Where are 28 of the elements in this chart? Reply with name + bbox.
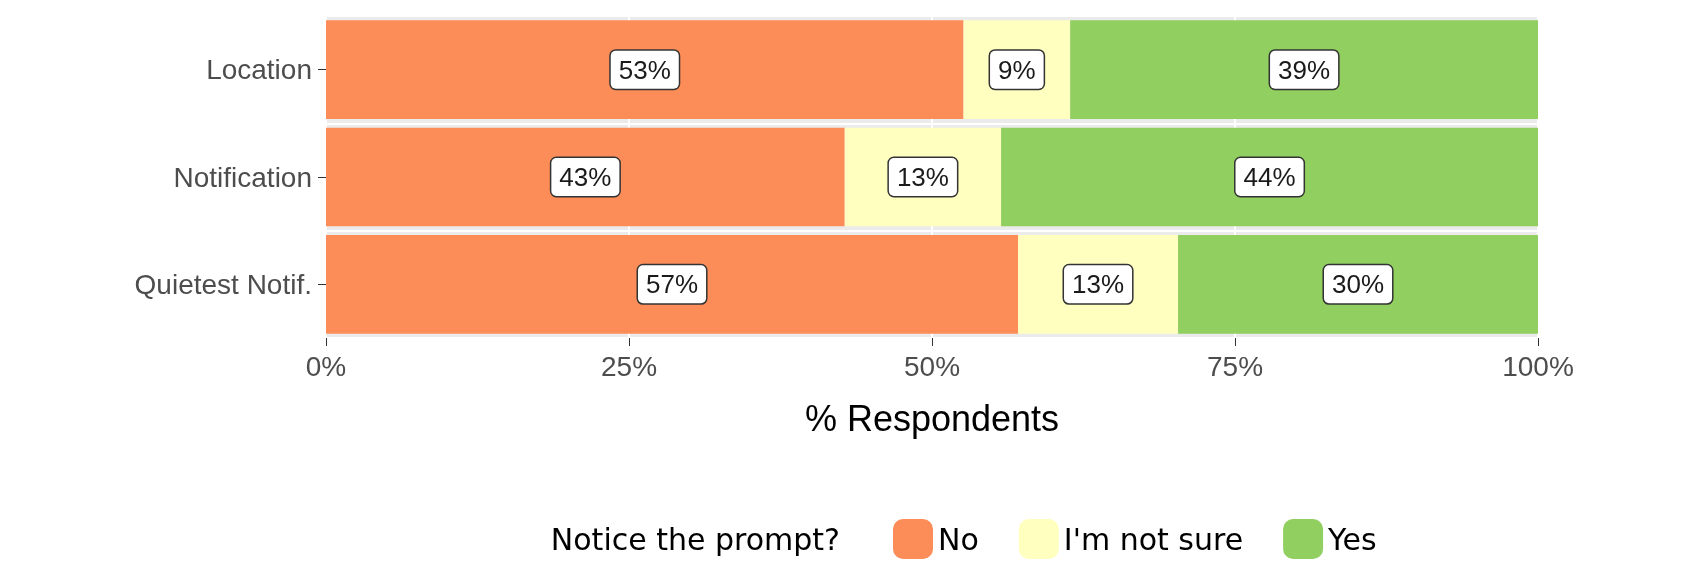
x-tick-label: 75% xyxy=(1206,350,1264,382)
data-label: 9% xyxy=(998,54,1036,85)
data-label: 13% xyxy=(1072,269,1125,300)
bar xyxy=(1178,234,1538,334)
legend-label: Yes xyxy=(1327,521,1377,557)
data-label: 39% xyxy=(1278,54,1331,85)
legend-label: No xyxy=(938,521,979,557)
bar xyxy=(326,234,1019,334)
data-label: 43% xyxy=(559,162,612,192)
x-axis-title: % Respondents xyxy=(804,397,1060,439)
data-label: 13% xyxy=(896,162,949,192)
data-label: 53% xyxy=(618,54,671,85)
data-label: 57% xyxy=(646,269,699,300)
y-tick-label: Notification xyxy=(173,161,312,193)
y-tick-label: Quietest Notif. xyxy=(134,268,312,300)
bar xyxy=(326,20,964,120)
bar xyxy=(1001,127,1538,227)
data-label: 44% xyxy=(1243,162,1296,192)
x-tick-label: 0% xyxy=(305,350,347,382)
legend-label: I'm not sure xyxy=(1063,521,1244,557)
x-tick-label: 100% xyxy=(1502,350,1574,382)
data-label: 30% xyxy=(1331,269,1385,300)
legend-title: Notice the prompt? xyxy=(550,521,841,557)
bar xyxy=(326,127,845,227)
x-tick-label: 25% xyxy=(600,350,658,382)
bar xyxy=(1070,20,1538,120)
y-tick-label: Location xyxy=(206,54,312,86)
x-tick-label: 50% xyxy=(903,350,961,382)
